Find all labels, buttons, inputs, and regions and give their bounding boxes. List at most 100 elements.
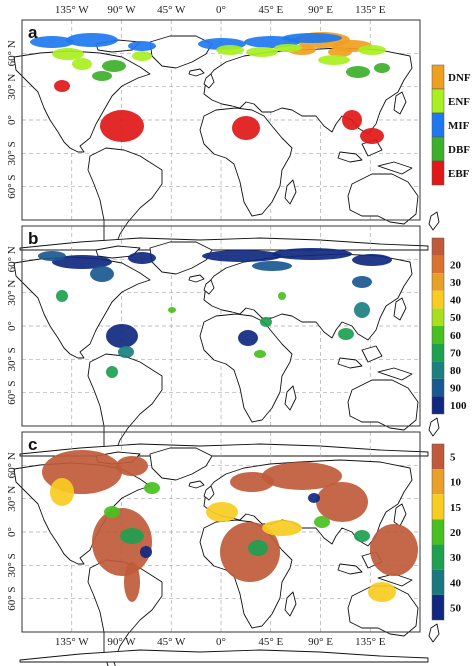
data-region bbox=[124, 562, 140, 602]
data-region bbox=[232, 116, 260, 140]
data-region bbox=[246, 47, 278, 57]
data-region bbox=[262, 462, 342, 490]
colorbar-segment bbox=[432, 273, 444, 291]
data-region bbox=[374, 63, 390, 73]
lat-tick-label: 60° N bbox=[6, 40, 18, 66]
legend-swatch bbox=[431, 136, 445, 162]
data-region bbox=[260, 317, 272, 327]
legend-swatch bbox=[431, 88, 445, 114]
data-region bbox=[50, 478, 74, 506]
lat-tick-label: 30° N bbox=[6, 486, 18, 512]
coastline-land bbox=[13, 241, 440, 463]
lat-tick-label: 30° N bbox=[6, 280, 18, 306]
data-region bbox=[132, 51, 152, 61]
data-region bbox=[90, 266, 114, 282]
lon-tick-label: 90° W bbox=[107, 4, 136, 16]
lat-tick-label: 0° bbox=[6, 321, 18, 331]
data-region bbox=[202, 250, 282, 262]
lat-tick-label: 30° N bbox=[6, 74, 18, 100]
legend-b: 20 30 40 50 60 70 80 90 100 bbox=[431, 237, 467, 415]
colorbar-segment bbox=[432, 544, 444, 570]
data-region bbox=[30, 36, 74, 48]
data-region bbox=[352, 276, 372, 288]
data-region bbox=[342, 110, 362, 130]
colorbar-label: 50 bbox=[450, 312, 462, 324]
data-region bbox=[106, 324, 138, 348]
data-region bbox=[72, 58, 92, 70]
data-region bbox=[328, 47, 352, 57]
colorbar-segment bbox=[432, 361, 444, 379]
lon-tick-label: 135° E bbox=[355, 4, 386, 16]
data-region bbox=[102, 60, 126, 72]
data-region bbox=[262, 520, 302, 536]
data-region bbox=[100, 110, 144, 142]
data-region bbox=[216, 45, 244, 55]
lon-tick-label: 135° E bbox=[355, 636, 386, 648]
colorbar-label: 15 bbox=[450, 502, 462, 514]
colorbar-label: 40 bbox=[450, 577, 462, 589]
data-region bbox=[360, 128, 384, 144]
data-region bbox=[274, 44, 302, 52]
lon-tick-label: 90° W bbox=[107, 636, 136, 648]
panel-letter: b bbox=[28, 229, 38, 248]
data-region bbox=[54, 80, 70, 92]
data-region bbox=[252, 261, 292, 271]
lon-tick-label: 45° E bbox=[258, 4, 283, 16]
colorbar-segment bbox=[432, 326, 444, 344]
data-region bbox=[116, 456, 148, 476]
data-region bbox=[238, 330, 258, 346]
legend-a: DNF ENF MIF DBF EBF bbox=[431, 64, 471, 186]
lat-tick-label: 0° bbox=[6, 115, 18, 125]
colorbar-label: 70 bbox=[450, 347, 462, 359]
legend-swatch bbox=[431, 64, 445, 90]
colorbar-label: 5 bbox=[450, 452, 456, 464]
lon-tick-label: 0° bbox=[216, 636, 226, 648]
data-region bbox=[206, 502, 238, 522]
colorbar-segment bbox=[432, 519, 444, 545]
data-region bbox=[128, 41, 156, 51]
colorbar-segment bbox=[432, 469, 444, 495]
colorbar-segment bbox=[432, 594, 444, 620]
data-region bbox=[368, 582, 396, 602]
data-region bbox=[370, 524, 418, 576]
lat-tick-label: 0° bbox=[6, 527, 18, 537]
lat-tick-label: 60° S bbox=[6, 587, 18, 611]
data-region bbox=[92, 508, 152, 576]
legend-label: MIF bbox=[448, 120, 470, 132]
colorbar-segment bbox=[432, 396, 444, 414]
data-region bbox=[318, 55, 350, 65]
lon-tick-label: 135° W bbox=[55, 636, 89, 648]
data-region bbox=[104, 506, 120, 518]
colorbar-segment bbox=[432, 255, 444, 274]
colorbar-segment bbox=[432, 569, 444, 595]
legend-label: ENF bbox=[448, 96, 470, 108]
data-region bbox=[272, 248, 352, 260]
data-region bbox=[140, 546, 152, 558]
lat-tick-label: 60° S bbox=[6, 175, 18, 199]
data-region bbox=[144, 482, 160, 494]
lon-tick-label: 45° W bbox=[157, 4, 186, 16]
colorbar-label: 80 bbox=[450, 365, 462, 377]
data-region bbox=[358, 45, 386, 55]
data-region bbox=[346, 66, 370, 78]
colorbar-segment bbox=[432, 290, 444, 309]
colorbar-segment bbox=[432, 343, 444, 362]
legend-label: DBF bbox=[448, 144, 470, 156]
lon-tick-label: 135° W bbox=[55, 4, 89, 16]
data-overlay bbox=[38, 248, 392, 378]
legend-swatch bbox=[431, 160, 445, 186]
lat-tick-label: 60° N bbox=[6, 246, 18, 272]
data-region bbox=[38, 251, 66, 261]
data-region bbox=[66, 33, 118, 47]
colorbar-label: 20 bbox=[450, 527, 462, 539]
data-region bbox=[354, 302, 370, 318]
panel-letter: c bbox=[28, 435, 37, 454]
data-region bbox=[354, 530, 370, 542]
lon-tick-label: 90° E bbox=[308, 636, 333, 648]
data-region bbox=[254, 350, 266, 358]
lon-tick-label: 90° E bbox=[308, 4, 333, 16]
data-region bbox=[278, 292, 286, 300]
map-frame bbox=[21, 225, 421, 427]
legend-swatch bbox=[431, 112, 445, 138]
data-region bbox=[52, 255, 112, 269]
